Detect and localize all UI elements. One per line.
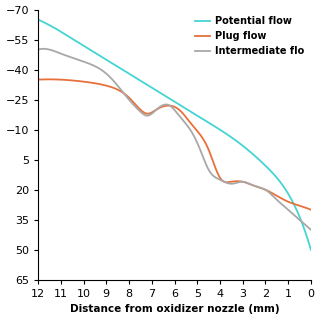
Plug flow [309,208,313,212]
Legend: Potential flow, Plug flow, Intermediate flo: Potential flow, Plug flow, Intermediate … [192,12,308,60]
X-axis label: Distance from oxidizer nozzle (mm): Distance from oxidizer nozzle (mm) [70,304,279,315]
Plug flow [178,108,182,112]
Intermediate flo [309,228,313,232]
Line: Potential flow: Potential flow [38,20,311,250]
Potential flow [178,103,182,107]
Intermediate flo [147,114,150,117]
Intermediate flo [42,47,45,51]
Intermediate flo [43,47,47,51]
Potential flow [309,248,313,252]
Intermediate flo [178,115,182,118]
Potential flow [180,104,183,108]
Plug flow [85,80,89,84]
Plug flow [42,77,46,81]
Potential flow [43,21,47,25]
Intermediate flo [36,48,40,52]
Plug flow [147,112,150,116]
Plug flow [36,78,40,82]
Intermediate flo [85,61,89,65]
Plug flow [47,77,51,81]
Intermediate flo [161,103,165,107]
Line: Intermediate flo: Intermediate flo [38,49,311,230]
Plug flow [180,110,183,114]
Plug flow [161,105,165,108]
Potential flow [161,93,165,97]
Potential flow [36,18,40,21]
Intermediate flo [180,116,183,120]
Line: Plug flow: Plug flow [38,79,311,210]
Potential flow [147,84,150,88]
Potential flow [85,46,89,50]
